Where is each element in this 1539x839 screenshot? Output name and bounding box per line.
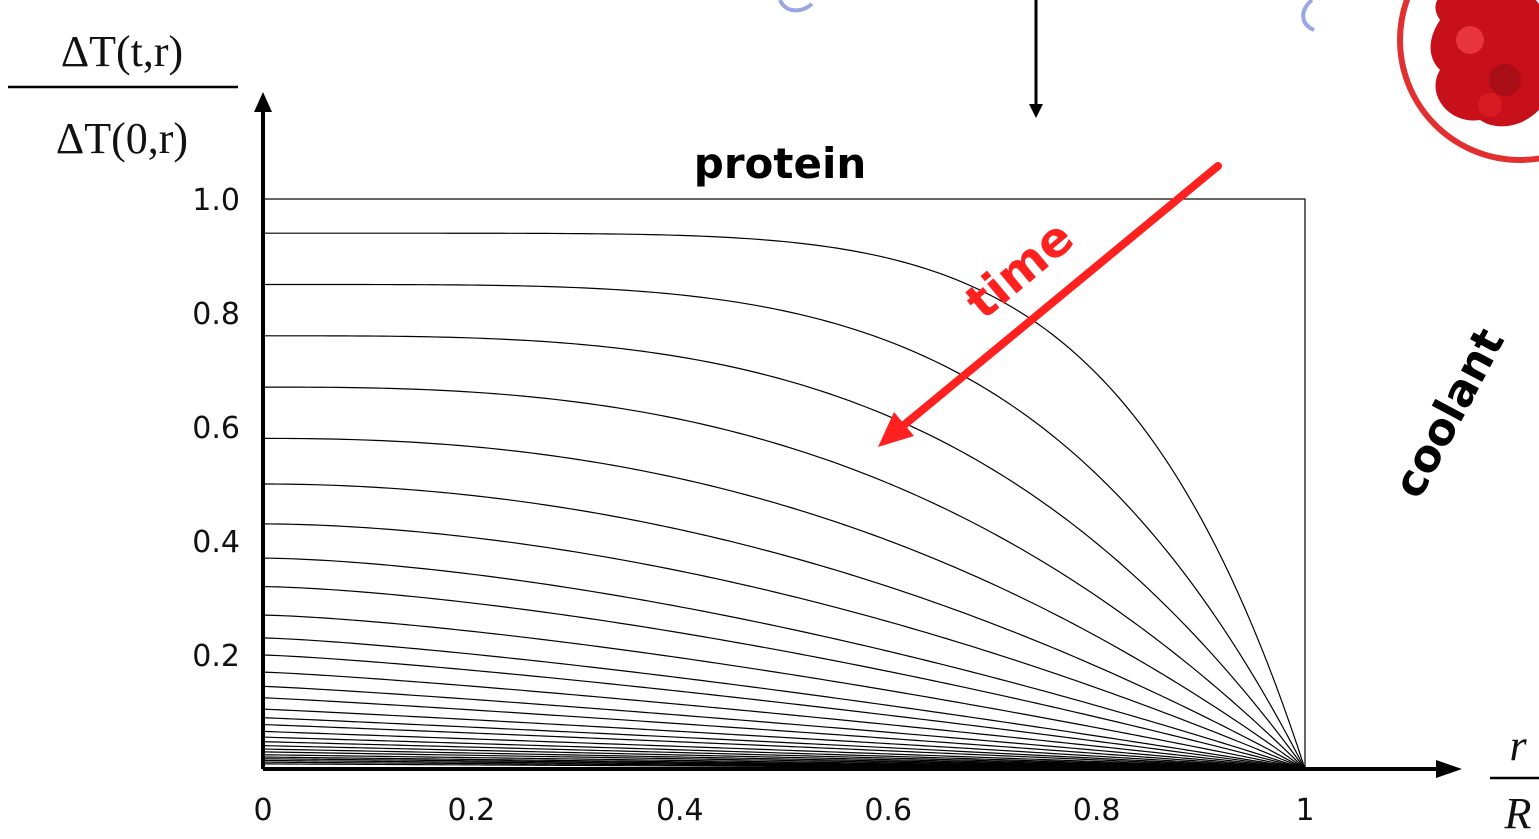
x-label-denominator: R xyxy=(1504,789,1532,835)
time-arrow-head xyxy=(878,412,914,447)
temperature-profile-curve xyxy=(262,717,1306,770)
y-tick-label: 1.0 xyxy=(192,183,240,218)
temperature-profile-curve xyxy=(262,685,1306,770)
x-tick-label: 0.6 xyxy=(864,793,912,828)
x-label-numerator: r xyxy=(1509,721,1527,770)
protein-label: protein xyxy=(694,139,867,188)
curves-group xyxy=(262,232,1306,770)
temperature-profile-curve xyxy=(263,386,1306,770)
temperature-profile-curve xyxy=(263,283,1306,770)
y-label-denominator: ΔT(0,r) xyxy=(56,114,188,163)
protein-blob-bump xyxy=(1456,26,1484,54)
x-tick-label: 0.8 xyxy=(1073,793,1121,828)
temperature-profile-curve xyxy=(262,637,1306,770)
temperature-profile-curve xyxy=(263,232,1306,770)
coolant-label: coolant xyxy=(1384,320,1515,506)
protein-outline-circle xyxy=(1397,0,1539,163)
temperature-profile-curve xyxy=(262,741,1306,770)
temperature-profile-curve xyxy=(262,614,1306,770)
x-tick-label: 0.2 xyxy=(448,793,496,828)
temperature-profile-curve xyxy=(262,736,1306,770)
y-axis-arrowhead xyxy=(254,92,272,112)
temperature-profile-curve xyxy=(262,654,1306,770)
protein-blob-bump xyxy=(1478,93,1502,117)
time-arrow: time xyxy=(878,162,1222,447)
x-tick-label: 0 xyxy=(253,793,272,828)
faint-top-decoration xyxy=(778,0,814,13)
temperature-profile-curve xyxy=(262,586,1306,770)
temperature-profile-curve xyxy=(262,708,1306,770)
faint-top-decoration xyxy=(1301,0,1315,32)
y-tick-label: 0.4 xyxy=(192,525,240,560)
temperature-profile-curve xyxy=(262,557,1306,770)
y-label-numerator: ΔT(t,r) xyxy=(61,27,183,76)
pointer-arrowhead xyxy=(1029,104,1043,118)
x-axis-label: r R xyxy=(1490,721,1539,838)
x-axis-arrowhead xyxy=(1436,760,1462,778)
temperature-profile-curve xyxy=(262,697,1306,770)
temperature-profile-curve xyxy=(263,335,1306,770)
temperature-profile-curve xyxy=(262,671,1306,770)
axes xyxy=(254,92,1462,778)
time-arrow-line xyxy=(894,162,1222,434)
protein-blob-bump xyxy=(1489,64,1521,96)
temperature-profile-curve xyxy=(263,437,1306,770)
temperature-profile-curve xyxy=(262,483,1306,770)
protein-illustration xyxy=(1397,0,1539,163)
y-axis-label: ΔT(t,r) ΔT(0,r) xyxy=(8,27,238,163)
temperature-profile-curve xyxy=(262,730,1306,770)
protein-blob-shape xyxy=(1430,0,1539,127)
y-tick-label: 0.8 xyxy=(192,297,240,332)
x-tick-label: 0.4 xyxy=(656,793,704,828)
temperature-profile-curve xyxy=(262,723,1306,770)
x-tick-label: 1 xyxy=(1295,793,1314,828)
tick-labels: 0 0.2 0.4 0.6 0.8 1 0.2 0.4 0.6 0.8 1.0 xyxy=(192,183,1314,828)
y-tick-label: 0.6 xyxy=(192,411,240,446)
y-tick-label: 0.2 xyxy=(192,639,240,674)
temperature-profile-curve xyxy=(262,523,1306,770)
